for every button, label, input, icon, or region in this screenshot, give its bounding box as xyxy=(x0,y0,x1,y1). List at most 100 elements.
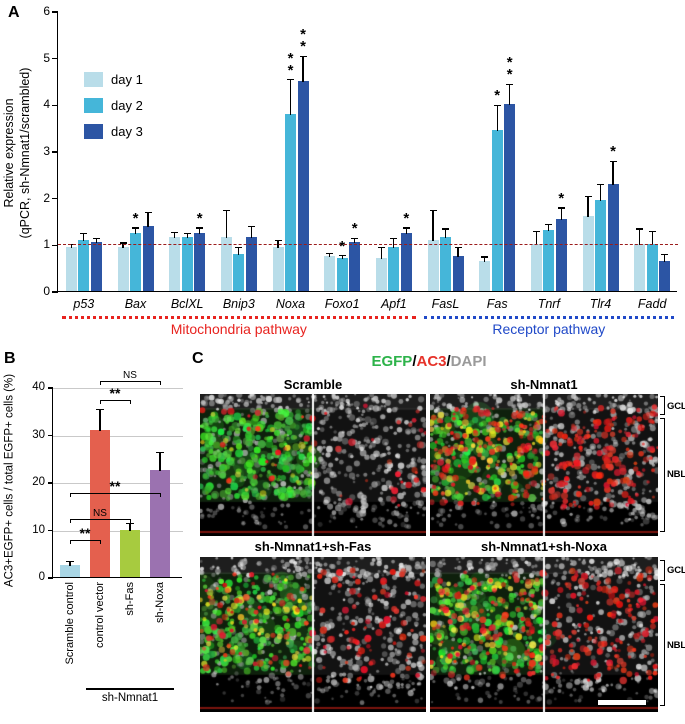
error-bar-cap xyxy=(144,212,152,214)
error-bar xyxy=(95,238,97,243)
error-bar xyxy=(186,233,188,239)
bar-Tlr4-day2 xyxy=(595,200,606,291)
x-axis-label-Fas: Fas xyxy=(486,297,508,311)
legend-swatch xyxy=(84,123,103,139)
error-bar xyxy=(129,523,131,531)
error-bar xyxy=(83,233,85,241)
error-bar xyxy=(612,161,614,185)
scale-bar xyxy=(598,700,646,705)
pathway-label-0: Mitochondria pathway xyxy=(170,321,307,337)
panel-a-plot: 0 1 2 3 4 5 6 * * * * * * * * * * * * * * p53 Bax BclXL Bnip3… xyxy=(43,4,678,337)
bar-Bnip3-day3 xyxy=(245,237,257,291)
y-axis-tick xyxy=(52,197,58,200)
significance-marker: * * xyxy=(300,26,306,56)
error-bar-cap xyxy=(235,247,243,249)
gcl-label-row2: GCL xyxy=(667,565,685,576)
bar-Tnrf-day2 xyxy=(543,230,555,291)
gcl-label-row1: GCL xyxy=(667,401,685,412)
comparison-label: NS xyxy=(123,369,137,381)
comparison-tick xyxy=(70,492,72,497)
bar-p53-day3 xyxy=(90,242,102,291)
y-axis-tick xyxy=(52,151,58,153)
x-axis-label-Noxa: Noxa xyxy=(275,297,306,311)
error-bar xyxy=(354,238,356,243)
bar-Tnrf-day3 xyxy=(555,218,567,291)
significance-marker: * xyxy=(196,210,203,228)
stain-legend-segment: DAPI xyxy=(450,353,487,370)
error-bar xyxy=(639,229,641,246)
x-axis-label-Bax: Bax xyxy=(124,297,147,311)
error-bar xyxy=(174,232,176,239)
y-axis-tick xyxy=(48,482,53,484)
error-bar xyxy=(509,84,511,106)
significance-marker: * xyxy=(610,143,616,161)
error-bar xyxy=(69,561,71,567)
gcl-bracket-row2 xyxy=(660,560,665,581)
gcl-bracket-row1 xyxy=(660,396,665,415)
error-bar-cap xyxy=(222,209,230,212)
pathway-underline-0 xyxy=(62,316,416,319)
comparison-label: ** xyxy=(109,384,121,401)
y-axis-tick-label: 6 xyxy=(43,4,50,18)
bar-Bnip3-day1 xyxy=(220,237,232,291)
error-bar-cap xyxy=(661,254,669,256)
bar-p53-day2 xyxy=(78,239,90,291)
bar-Tnrf-day1 xyxy=(530,244,542,291)
error-bar xyxy=(159,452,161,472)
micrograph-scramble xyxy=(200,394,426,536)
comparison-line xyxy=(70,492,160,494)
error-bar-cap xyxy=(545,223,553,226)
bar-FasL-day3 xyxy=(452,256,464,291)
bar-Noxa-day1 xyxy=(272,246,284,291)
pathway-underline-1 xyxy=(423,316,674,319)
error-bar-cap xyxy=(196,227,204,229)
bar-p53-day1 xyxy=(65,246,77,291)
legend-item: day 2 xyxy=(84,92,143,118)
group-bracket-line xyxy=(86,688,174,690)
y-axis-tick xyxy=(48,529,53,532)
y-axis-tick xyxy=(52,104,58,107)
y-axis-tick-label: 20 xyxy=(32,476,45,488)
error-bar xyxy=(277,240,279,248)
x-axis-label-3: sh-Noxa xyxy=(154,582,166,623)
error-bar-cap xyxy=(493,104,501,107)
y-axis-tick xyxy=(48,434,53,437)
error-bar xyxy=(199,228,201,234)
error-bar-cap xyxy=(377,247,385,249)
bar-Apf1-day3 xyxy=(400,232,412,291)
bar-BclXL-day2 xyxy=(181,237,193,291)
error-bar-cap xyxy=(454,247,462,249)
y-axis-tick-label: 2 xyxy=(43,190,50,205)
bar-Noxa-day3 xyxy=(297,81,309,291)
legend-item: day 1 xyxy=(84,66,143,92)
x-axis-label-Fadd: Fadd xyxy=(637,297,667,311)
error-bar-cap xyxy=(338,255,346,257)
y-axis-tick-label: 40 xyxy=(32,381,45,393)
error-bar-cap xyxy=(636,228,644,230)
error-bar xyxy=(122,243,124,248)
bar-Tlr4-day3 xyxy=(607,183,619,291)
comparison-tick xyxy=(160,492,162,497)
error-bar-cap xyxy=(274,240,282,242)
error-bar-cap xyxy=(171,232,179,234)
bar-Noxa-day2 xyxy=(285,113,296,291)
y-axis-tick xyxy=(48,577,53,579)
gridline xyxy=(53,388,183,389)
bar-Fadd-day1 xyxy=(634,244,646,291)
comparison-tick xyxy=(160,380,162,385)
error-bar xyxy=(560,208,562,220)
x-axis-label-FasL: FasL xyxy=(431,297,460,311)
significance-marker: * xyxy=(403,210,410,228)
error-bar xyxy=(432,210,434,241)
comparison-line xyxy=(100,399,130,401)
error-bar xyxy=(496,105,498,131)
micrograph-title-scramble: Scramble xyxy=(283,377,343,392)
legend-swatch xyxy=(84,71,103,87)
error-bar-cap xyxy=(584,195,592,198)
y-axis-tick-label: 30 xyxy=(32,428,45,441)
significance-marker: * * xyxy=(287,49,294,79)
error-bar xyxy=(457,247,459,257)
comparison-tick xyxy=(70,518,72,523)
bar-Apf1-day1 xyxy=(375,258,387,291)
stain-legend-segment: AC3 xyxy=(416,353,447,370)
